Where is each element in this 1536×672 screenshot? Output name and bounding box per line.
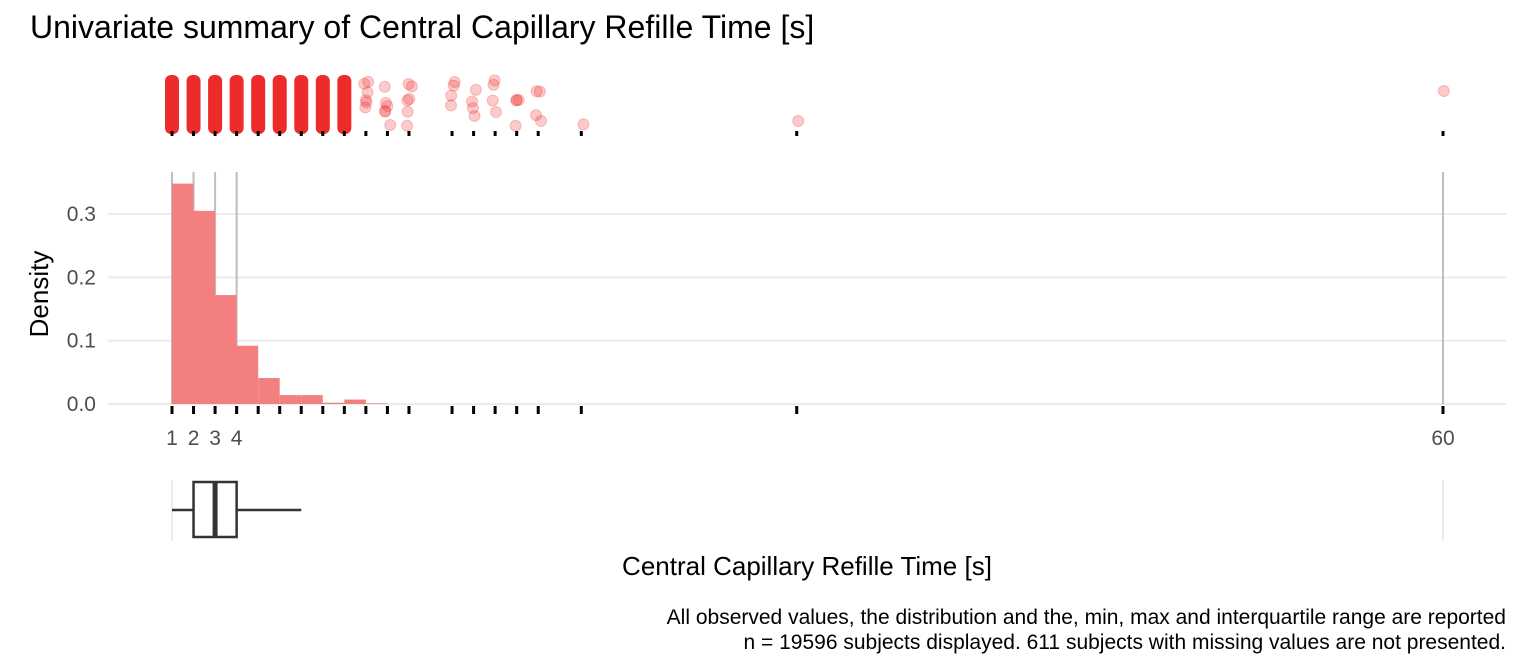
histogram-bar — [279, 395, 302, 404]
rug-ticks — [170, 131, 1445, 414]
histogram-bar — [215, 295, 237, 404]
observed-point — [468, 109, 481, 122]
observed-point — [384, 118, 397, 131]
caption-line-2: n = 19596 subjects displayed. 611 subjec… — [743, 631, 1506, 654]
observed-point — [361, 86, 374, 99]
observed-point — [486, 94, 499, 107]
observed-point — [1437, 85, 1450, 97]
boxplot — [172, 480, 302, 539]
histogram-bar — [365, 403, 388, 404]
histogram-bars — [172, 183, 388, 404]
observed-point-cluster — [337, 75, 352, 134]
observed-point — [381, 100, 394, 113]
reference-lines — [171, 172, 1444, 541]
observed-point — [535, 114, 548, 127]
observed-point — [448, 75, 461, 88]
observed-point — [530, 85, 543, 98]
histogram-bar — [172, 183, 194, 404]
histogram-bar — [236, 345, 259, 404]
observed-point — [510, 93, 523, 106]
chart-title: Univariate summary of Central Capillary … — [30, 9, 815, 45]
observed-point — [378, 104, 391, 117]
y-tick-label: 0.3 — [67, 203, 96, 226]
observed-point — [378, 80, 391, 93]
x-tick-label: 1 — [166, 427, 178, 450]
observed-points — [165, 74, 1450, 134]
observed-point — [401, 94, 414, 107]
y-tick-label: 0.0 — [67, 393, 96, 416]
observed-point — [467, 102, 480, 115]
observed-point — [469, 83, 482, 96]
y-tick-label: 0.1 — [67, 330, 96, 353]
grid-lines — [108, 213, 1506, 405]
caption-line-1: All observed values, the distribution an… — [666, 606, 1506, 629]
observed-point-cluster — [251, 75, 266, 134]
observed-point-cluster — [186, 75, 201, 134]
observed-point — [509, 119, 522, 132]
observed-point — [490, 106, 503, 119]
observed-point — [405, 80, 418, 93]
observed-point — [362, 75, 375, 88]
observed-point — [445, 99, 458, 112]
observed-point — [447, 79, 460, 92]
observed-point-cluster — [294, 75, 309, 134]
observed-point — [379, 105, 392, 118]
observed-point — [488, 74, 501, 87]
observed-point — [445, 89, 458, 102]
observed-point — [379, 96, 392, 109]
observed-point-cluster — [315, 75, 330, 134]
observed-point — [402, 78, 415, 91]
observed-point — [466, 95, 479, 108]
histogram-bar — [301, 395, 323, 404]
observed-point — [359, 101, 372, 114]
observed-point — [358, 77, 371, 90]
observed-point — [359, 94, 372, 107]
observed-point — [403, 92, 416, 105]
observed-point — [577, 118, 590, 131]
observed-point-cluster — [208, 75, 223, 134]
observed-point — [530, 109, 543, 122]
observed-point — [487, 78, 500, 91]
observed-point-cluster — [165, 75, 179, 134]
observed-point — [401, 119, 414, 132]
x-axis-title: Central Capillary Refille Time [s] — [622, 551, 992, 581]
observed-point — [512, 93, 525, 106]
observed-point — [360, 96, 373, 109]
observed-point-cluster — [272, 75, 287, 134]
x-tick-label: 4 — [231, 427, 243, 450]
y-tick-label: 0.2 — [67, 266, 96, 289]
observed-point — [401, 105, 414, 118]
observed-point-cluster — [229, 75, 244, 134]
y-axis-title: Density — [24, 251, 54, 338]
histogram-bar — [344, 399, 366, 404]
histogram-bar — [258, 378, 280, 404]
x-tick-label: 2 — [188, 427, 200, 450]
histogram-bar — [322, 402, 345, 404]
observed-point — [533, 85, 546, 98]
histogram-bar — [193, 210, 216, 404]
observed-point — [792, 115, 805, 127]
axis-labels: 0.0 0.1 0.2 0.3 1 2 3 4 60 Central Capillary Refi… — [24, 203, 1455, 581]
observed-point — [510, 94, 523, 107]
x-tick-label: 60 — [1431, 427, 1454, 450]
x-tick-label: 3 — [209, 427, 221, 450]
